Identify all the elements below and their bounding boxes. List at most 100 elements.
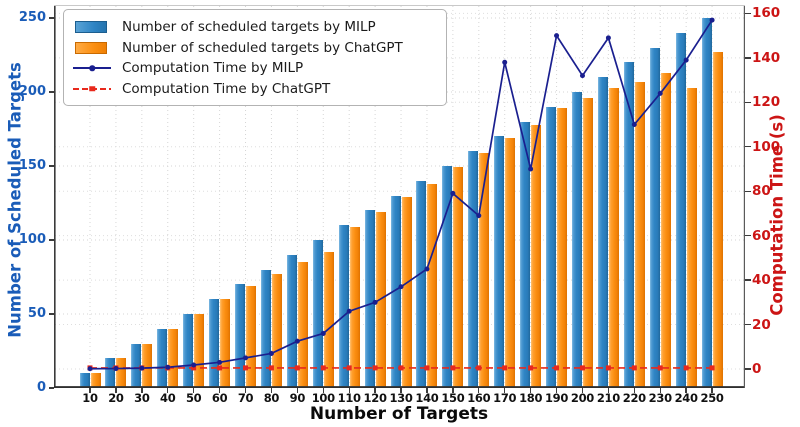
x-tick-label: 190 — [544, 391, 569, 405]
left-tick-mark — [48, 239, 54, 241]
bar-milp — [597, 77, 608, 388]
bar-chatgpt — [686, 87, 697, 388]
x-tick-mark — [478, 388, 480, 393]
right-tick-label: 60 — [752, 227, 771, 244]
x-tick-mark — [555, 388, 558, 393]
x-tick-label: 80 — [263, 391, 280, 405]
legend-item-chatgpt-line: Computation Time by ChatGPT — [73, 79, 436, 100]
bar-milp — [442, 166, 453, 388]
bar-milp — [157, 328, 168, 388]
legend-swatch-milp-line — [73, 63, 111, 73]
x-tick-label: 140 — [415, 391, 439, 405]
bar-milp — [131, 343, 142, 388]
right-tick-mark — [745, 101, 751, 103]
x-tick-label: 20 — [108, 391, 124, 405]
left-axis-title: Number of Scheduled Targets — [5, 62, 25, 338]
x-tick-label: 60 — [211, 391, 228, 405]
x-tick-label: 50 — [185, 391, 202, 405]
x-tick-mark — [89, 388, 91, 393]
x-tick-label: 120 — [363, 391, 387, 405]
left-tick-mark — [48, 387, 54, 389]
right-tick-label: 100 — [752, 138, 781, 155]
right-tick-label: 20 — [752, 316, 771, 333]
bar-milp — [260, 269, 271, 388]
x-tick-label: 220 — [622, 391, 646, 405]
bar-chatgpt — [531, 124, 542, 388]
bar-chatgpt — [246, 285, 257, 388]
x-tick-mark — [141, 388, 143, 393]
right-tick-label: 40 — [752, 272, 771, 289]
bar-chatgpt — [271, 274, 282, 388]
x-axis-title: Number of Targets — [309, 404, 489, 424]
x-tick-mark — [529, 388, 532, 393]
bar-chatgpt — [557, 108, 568, 388]
right-tick-label: 80 — [752, 183, 771, 200]
x-tick-mark — [581, 388, 584, 393]
bar-chatgpt — [479, 152, 490, 388]
bar-chatgpt — [220, 299, 231, 388]
legend-label: Computation Time by MILP — [122, 60, 304, 77]
bar-chatgpt — [168, 328, 179, 388]
bar-chatgpt — [505, 137, 516, 388]
x-tick-mark — [115, 388, 117, 393]
right-tick-label: 140 — [752, 49, 781, 66]
bar-milp — [701, 18, 712, 388]
legend-label: Number of scheduled targets by ChatGPT — [122, 39, 403, 56]
x-tick-mark — [659, 388, 661, 393]
x-tick-label: 150 — [441, 391, 465, 405]
x-tick-label: 210 — [596, 391, 620, 405]
x-tick-mark — [322, 388, 324, 393]
bar-milp — [623, 62, 634, 388]
x-tick-label: 130 — [389, 391, 413, 405]
legend-item-chatgpt-bars: Number of scheduled targets by ChatGPT — [73, 38, 436, 59]
bar-chatgpt — [194, 314, 205, 388]
x-tick-mark — [270, 388, 273, 393]
bar-milp — [338, 225, 349, 388]
bar-chatgpt — [453, 167, 464, 388]
computation-time-lines — [54, 5, 745, 388]
x-tick-label: 250 — [700, 391, 724, 405]
x-tick-label: 200 — [570, 391, 595, 405]
x-tick-mark — [374, 388, 376, 393]
x-tick-label: 230 — [648, 391, 672, 405]
bar-milp — [390, 195, 401, 388]
left-tick-mark — [48, 17, 54, 19]
bar-milp — [468, 151, 479, 388]
bar-milp — [209, 299, 220, 388]
bar-milp — [649, 47, 660, 388]
x-tick-label: 40 — [160, 391, 176, 405]
bar-chatgpt — [297, 262, 308, 388]
bar-milp — [675, 32, 686, 388]
legend: Number of scheduled targets by MILP Numb… — [63, 9, 447, 106]
x-tick-label: 170 — [493, 391, 517, 405]
x-tick-label: 100 — [311, 391, 335, 405]
left-tick-label: 50 — [27, 306, 46, 321]
bar-milp — [286, 254, 297, 388]
right-tick-mark — [745, 323, 751, 326]
left-tick-mark — [48, 313, 54, 315]
legend-item-milp-bars: Number of scheduled targets by MILP — [73, 17, 436, 38]
square-marker-icon — [89, 86, 95, 92]
bar-chatgpt — [712, 52, 723, 388]
left-tick-label: 200 — [18, 84, 46, 99]
legend-label: Number of scheduled targets by MILP — [122, 19, 376, 36]
bar-chatgpt — [349, 226, 360, 388]
x-tick-mark — [426, 388, 428, 393]
bar-milp — [105, 358, 116, 388]
bar-milp — [79, 373, 90, 388]
x-tick-mark — [400, 388, 402, 393]
x-tick-mark — [711, 388, 713, 393]
right-tick-label: 120 — [752, 94, 781, 111]
x-tick-mark — [244, 388, 247, 393]
left-tick-label: 100 — [18, 232, 46, 247]
x-tick-mark — [504, 388, 506, 393]
x-tick-mark — [192, 388, 195, 393]
x-tick-label: 180 — [519, 391, 543, 405]
legend-swatch-chatgpt-bar — [73, 41, 111, 54]
x-tick-mark — [348, 388, 350, 393]
bar-milp — [571, 92, 582, 388]
x-tick-label: 70 — [237, 391, 254, 405]
bar-chatgpt — [660, 72, 671, 388]
x-tick-label: 110 — [337, 391, 361, 405]
